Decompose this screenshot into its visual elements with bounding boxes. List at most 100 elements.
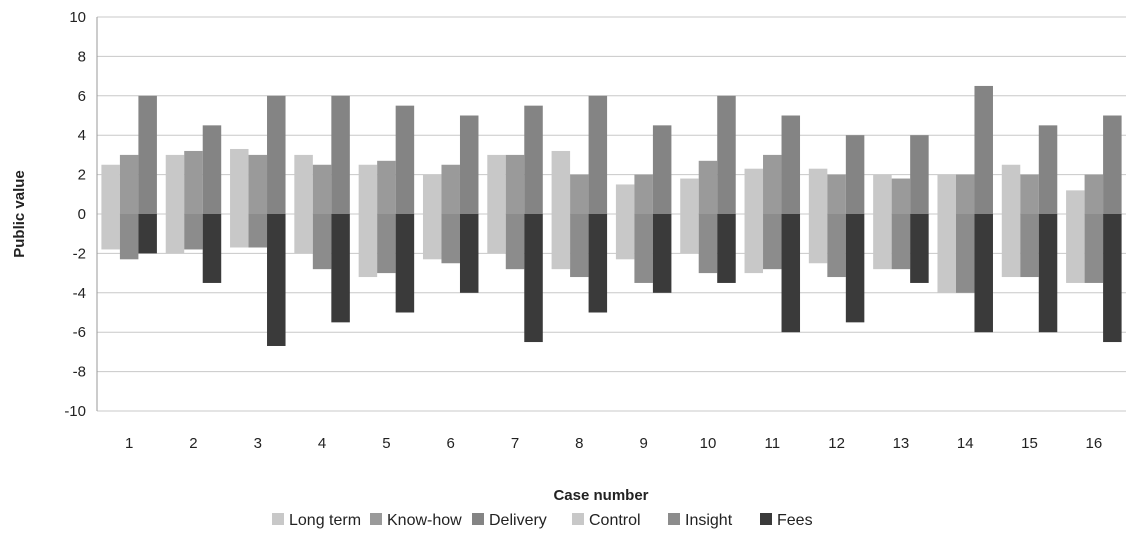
bar-control-case-16 <box>1066 214 1085 283</box>
bar-insight-case-15 <box>1020 214 1039 278</box>
bar-know-how-case-12 <box>827 174 846 214</box>
bar-long-term-case-16 <box>1066 190 1085 214</box>
bar-delivery-case-6 <box>459 115 479 214</box>
bar-long-term-case-6 <box>422 174 442 214</box>
bar-know-how-case-8 <box>570 174 589 214</box>
bar-long-term-case-10 <box>680 178 699 214</box>
bar-fees-case-8 <box>588 214 608 313</box>
bar-know-how-case-2 <box>184 150 203 214</box>
bar-know-how-case-1 <box>119 154 139 214</box>
bar-fees-case-11 <box>781 214 801 333</box>
y-tick-label: 4 <box>78 127 86 144</box>
legend: Long term Know-how Delivery Control Insight F… <box>272 512 813 529</box>
x-tick-label: 7 <box>511 435 519 452</box>
bar-delivery-case-2 <box>202 125 222 214</box>
bar-know-how-case-7 <box>505 154 525 214</box>
bar-insight-case-4 <box>312 214 332 270</box>
bar-long-term-case-15 <box>1001 164 1021 214</box>
bar-fees-case-9 <box>652 214 672 293</box>
x-tick-label: 15 <box>1021 435 1038 452</box>
bar-long-term-case-2 <box>165 154 185 214</box>
y-tick-labels: -10 -8 -6 -4 -2 0 2 4 6 8 10 <box>64 9 86 420</box>
bar-control-case-12 <box>808 214 828 264</box>
x-tick-label: 3 <box>254 435 262 452</box>
x-tick-label: 4 <box>318 435 326 452</box>
legend-label: Insight <box>685 512 733 529</box>
y-tick-label: -2 <box>73 245 86 262</box>
bar-delivery-case-5 <box>395 105 415 214</box>
bar-long-term-case-11 <box>744 168 764 214</box>
legend-swatch <box>272 513 284 525</box>
y-tick-label: -8 <box>73 364 86 381</box>
y-tick-label: -4 <box>73 285 86 302</box>
legend-item-long-term: Long term <box>272 512 361 529</box>
bar-fees-case-4 <box>331 214 350 323</box>
x-tick-label: 6 <box>447 435 455 452</box>
bar-insight-case-16 <box>1084 214 1104 283</box>
y-tick-label: 6 <box>78 88 86 105</box>
y-tick-label: 0 <box>78 206 86 223</box>
bar-long-term-case-4 <box>294 154 313 214</box>
bar-know-how-case-13 <box>891 178 911 214</box>
x-tick-label: 12 <box>828 435 845 452</box>
legend-label: Know-how <box>387 512 462 529</box>
bar-know-how-case-4 <box>312 164 332 214</box>
bar-fees-case-10 <box>717 214 736 283</box>
bar-insight-case-12 <box>827 214 846 278</box>
x-tick-label: 11 <box>764 435 780 452</box>
y-tick-label: 8 <box>78 48 86 65</box>
bar-fees-case-6 <box>459 214 479 293</box>
bar-long-term-case-14 <box>937 174 956 214</box>
x-tick-label: 2 <box>189 435 197 452</box>
bar-fees-case-13 <box>910 214 929 283</box>
x-tick-label: 9 <box>639 435 647 452</box>
legend-item-know-how: Know-how <box>370 512 462 529</box>
x-tick-label: 14 <box>957 435 974 452</box>
y-tick-label: -6 <box>73 324 86 341</box>
bar-delivery-case-10 <box>717 95 736 214</box>
bar-know-how-case-3 <box>248 154 268 214</box>
bar-insight-case-8 <box>570 214 589 278</box>
bar-know-how-case-15 <box>1020 174 1039 214</box>
legend-swatch <box>760 513 772 525</box>
x-tick-label: 16 <box>1085 435 1102 452</box>
bar-insight-case-2 <box>184 214 203 250</box>
bar-long-term-case-7 <box>487 154 506 214</box>
x-axis-title: Case number <box>553 487 648 504</box>
legend-swatch <box>572 513 584 525</box>
bar-control-case-6 <box>422 214 442 260</box>
legend-label: Delivery <box>489 512 547 529</box>
bar-delivery-case-9 <box>652 125 672 214</box>
bar-insight-case-5 <box>377 214 396 274</box>
bar-know-how-case-10 <box>698 160 718 214</box>
legend-swatch <box>668 513 680 525</box>
bar-insight-case-6 <box>441 214 460 264</box>
bar-fees-case-3 <box>267 214 286 346</box>
bar-know-how-case-14 <box>955 174 975 214</box>
bar-delivery-case-16 <box>1103 115 1122 214</box>
x-tick-label: 13 <box>893 435 910 452</box>
bar-long-term-case-12 <box>808 168 828 214</box>
legend-swatch <box>472 513 484 525</box>
y-tick-label: 10 <box>69 9 86 26</box>
bar-insight-case-13 <box>891 214 911 270</box>
bar-insight-case-10 <box>698 214 718 274</box>
legend-item-delivery: Delivery <box>472 512 547 529</box>
bar-fees-case-2 <box>202 214 222 283</box>
bar-control-case-3 <box>230 214 249 248</box>
bar-long-term-case-13 <box>873 174 892 214</box>
bar-insight-case-9 <box>634 214 653 283</box>
bar-know-how-case-9 <box>634 174 653 214</box>
bar-insight-case-7 <box>505 214 525 270</box>
bar-delivery-case-13 <box>910 135 929 214</box>
bar-control-case-14 <box>937 214 956 293</box>
bar-control-case-1 <box>101 214 120 250</box>
bar-know-how-case-6 <box>441 164 460 214</box>
bar-know-how-case-11 <box>763 154 782 214</box>
bar-delivery-case-8 <box>588 95 608 214</box>
bar-control-case-11 <box>744 214 764 274</box>
bar-delivery-case-11 <box>781 115 801 214</box>
bar-control-case-7 <box>487 214 506 254</box>
x-tick-label: 5 <box>382 435 390 452</box>
